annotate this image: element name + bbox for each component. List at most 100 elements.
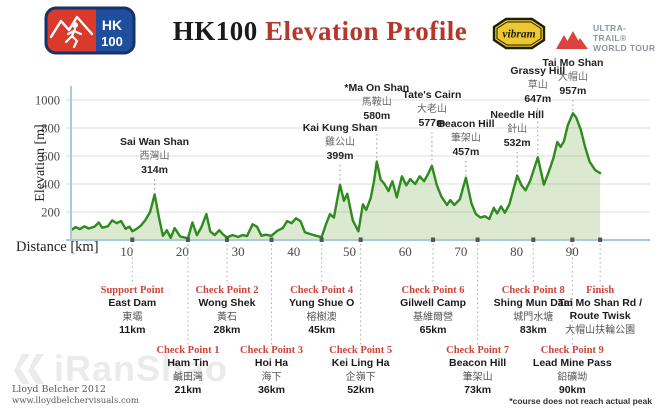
page-title-black: HK100 [172,16,258,46]
checkpoint-name2: Route Twisk [570,310,631,322]
x-tick-label: 70 [454,244,467,259]
peak-elevation: 647m [524,93,551,105]
checkpoint-name-cn: 企嶺下 [346,370,376,383]
checkpoint-title: Check Point 9 [541,345,604,356]
checkpoint-name: Ham Tin [167,357,208,369]
y-tick-label: 600 [41,150,60,164]
checkpoint-name: Shing Mun Dam [494,297,573,309]
peak-name-cn: 草山 [528,79,548,91]
credits: Lloyd Belcher 2012 www.lloydbelchervisua… [12,384,139,407]
peak-elevation: 957m [559,85,586,97]
x-tick-label: 50 [343,244,356,259]
checkpoint-distance: 11km [119,324,145,336]
utwt-mountains-icon [556,30,588,49]
utwt-line2: WORLD TOUR [592,42,656,53]
peak-elevation: 399m [327,150,354,162]
y-tick-label: 800 [41,122,60,136]
peak-name-cn: 大老山 [417,102,447,115]
peak-elevation: 457m [452,146,479,158]
checkpoint-name: Gilwell Camp [400,297,466,309]
hk100-logo: HK 100 [44,6,136,60]
vibram-logo: vibram [492,17,546,55]
peak-name-cn: 西灣山 [140,150,170,162]
x-tick-label: 80 [510,244,523,259]
checkpoint-distance: 45km [308,324,335,336]
hk100-logo-graphic: HK 100 [44,6,136,55]
runner-icon [64,22,83,49]
checkpoint-title: Check Point 1 [156,345,219,356]
x-tick-label: 20 [176,244,189,259]
logo-hk-text: HK [102,17,122,33]
x-tick-label: 40 [287,244,300,259]
mountain-icon [49,15,94,39]
y-axis-title: Elevation [m] [33,124,48,202]
checkpoint-title: Check Point 3 [240,345,303,356]
peak-name-cn: 筆架山 [451,131,481,144]
checkpoint-name: Wong Shek [198,297,255,309]
page-title: HK100 Elevation Profile [140,16,500,47]
x-tick-label: 90 [566,244,579,259]
checkpoint-name: Hoi Ha [255,357,288,369]
profile-area [71,113,601,240]
checkpoint-name-cn: 榕樹澳 [307,310,337,323]
checkpoint-name-cn: 城門水塘 [513,310,553,323]
checkpoint-tick [269,237,274,242]
x-tick-label: 60 [399,244,412,259]
checkpoint-tick [224,237,229,242]
checkpoint-tick [130,237,135,242]
checkpoint-title: Check Point 8 [502,285,565,296]
vibram-octagon-icon: vibram [492,17,546,50]
checkpoint-name-cn: 基維爾營 [413,310,453,323]
checkpoint-title: Check Point 6 [402,285,465,296]
checkpoint-title: Check Point 7 [446,345,509,356]
utwt-line1: ULTRA-TRAIL® [592,23,627,43]
watermark-text: iRanShao [54,348,229,389]
vibram-octagon [492,17,546,50]
peak-name-cn: 針山 [507,122,527,135]
checkpoint-name: Lead Mine Pass [533,357,612,369]
peak-elevation: 532m [504,137,531,149]
checkpoint-distance: 52km [347,384,374,396]
checkpoint-tick [570,237,575,242]
checkpoint-tick [598,237,603,242]
checkpoint-title: Finish [586,285,614,296]
peak-name: Sai Wan Shan [120,136,189,148]
y-tick-label: 1000 [35,94,60,108]
logo-blue-panel [96,8,134,53]
checkpoint-name-cn: 大帽山扶輪公園 [565,323,635,336]
checkpoint-tick [431,237,436,242]
checkpoint-name: Yung Shue O [289,297,354,309]
x-tick-label: 30 [232,244,245,259]
checkpoint-name: Tai Mo Shan Rd / [558,297,642,309]
checkpoint-distance: 83km [520,324,547,336]
peak-name: Tate's Cairn [402,89,461,101]
y-tick-label: 200 [41,206,60,220]
checkpoint-name: Beacon Hill [449,357,506,369]
checkpoint-title: Support Point [101,285,165,296]
peak-name: Grassy Hill [510,65,565,77]
x-tick-label: 10 [120,244,133,259]
checkpoint-name: East Dam [108,297,156,309]
checkpoint-name-cn: 筆架山 [463,370,493,383]
peak-name: Kai Kung Shan [303,122,378,134]
checkpoint-tick [185,237,190,242]
credit-author: Lloyd Belcher 2012 [12,384,106,395]
checkpoint-distance: 28km [214,324,241,336]
checkpoint-tick [319,237,324,242]
peak-name: Needle Hill [490,109,544,121]
vibram-wordmark: vibram [502,29,535,41]
checkpoint-name-cn: 鉛礦坳 [557,370,587,383]
peak-name-cn: 馬鞍山 [362,95,392,108]
y-tick-label: 400 [41,178,60,192]
logo-border [44,6,136,55]
checkpoint-name-cn: 海下 [262,370,282,383]
peak-name: Beacon Hill [437,118,494,130]
checkpoint-name-cn: 黃石 [217,310,237,323]
peak-name: *Ma On Shan [344,82,409,94]
x-axis-title: Distance [km] [16,239,99,255]
iranshao-icon [14,354,44,384]
peak-elevation: 577m [419,117,446,129]
utwt-logo: ULTRA-TRAIL® WORLD TOUR [556,23,660,53]
